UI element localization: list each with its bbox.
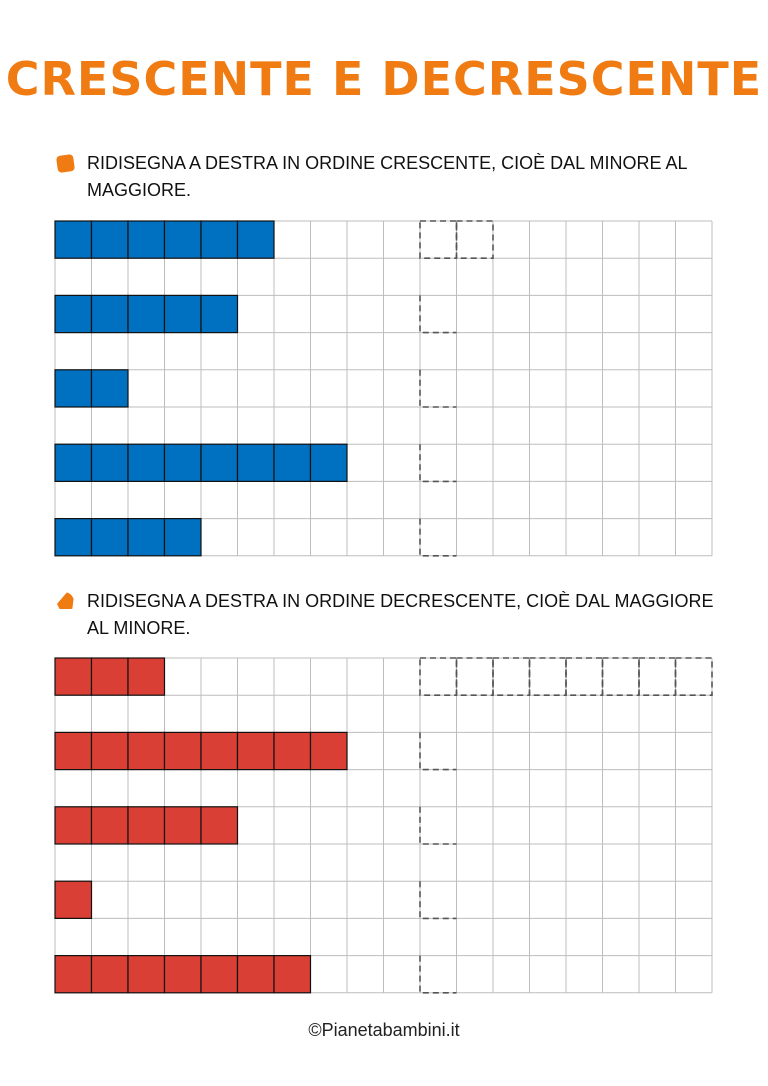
bar-cell	[236, 955, 275, 994]
bar-cell	[54, 657, 93, 696]
dashed-answer-marker	[419, 295, 457, 334]
dashed-answer-cell	[638, 657, 677, 697]
bar-cell	[54, 518, 93, 557]
dashed-answer-marker	[419, 955, 457, 994]
bar-cell	[54, 220, 93, 259]
bar-cell	[127, 220, 166, 259]
bar-cell	[54, 955, 93, 994]
bar-cell	[163, 443, 202, 482]
bar-cell	[163, 955, 202, 994]
bar-cell	[309, 731, 348, 771]
dashed-answer-cell	[601, 657, 640, 697]
dashed-answer-marker	[419, 444, 457, 483]
bar-cell	[200, 294, 239, 334]
bar-cell	[273, 443, 312, 482]
instruction-descending: RIDISEGNA A DESTRA IN ORDINE DECRESCENTE…	[87, 591, 714, 638]
bar-cell	[273, 955, 312, 994]
dashed-answer-cell	[419, 657, 458, 697]
dashed-answer-marker	[419, 732, 457, 771]
bar-cell	[127, 731, 166, 771]
bar-cell	[163, 518, 202, 557]
bar-cell	[54, 369, 93, 408]
bar-cell	[273, 731, 312, 771]
bar-cell	[127, 955, 166, 994]
bar-cell	[163, 806, 202, 845]
dashed-answer-marker	[419, 369, 457, 408]
dashed-answer-cell	[455, 220, 494, 260]
bar-cell	[90, 369, 129, 408]
dashed-answer-marker	[419, 806, 457, 845]
bar-cell	[90, 294, 129, 334]
footer-copyright: ©Pianetabambini.it	[308, 1020, 460, 1040]
bar-cell	[127, 443, 166, 482]
dashed-answer-cell	[565, 657, 604, 697]
dashed-answer-marker	[419, 881, 457, 920]
bar-cell	[200, 220, 239, 259]
bar-cell	[90, 443, 129, 482]
bar-cell	[90, 955, 129, 994]
bar-cell	[236, 220, 275, 259]
dashed-answer-marker	[419, 518, 457, 557]
bar-cell	[236, 443, 275, 482]
bar-cell	[163, 731, 202, 771]
bar-cell	[54, 880, 93, 919]
bar-cell	[54, 806, 93, 845]
instruction-ascending: RIDISEGNA A DESTRA IN ORDINE CRESCENTE, …	[87, 153, 687, 200]
bullet-icon	[55, 153, 76, 174]
bar-cell	[54, 731, 93, 771]
bar-cell	[200, 806, 239, 845]
dashed-answer-cell	[674, 657, 713, 697]
bar-cell	[90, 731, 129, 771]
bar-cell	[309, 443, 348, 482]
bar-cell	[200, 731, 239, 771]
bar-cell	[54, 294, 93, 334]
bar-cell	[127, 806, 166, 845]
bar-cell	[236, 731, 275, 771]
bar-cell	[163, 294, 202, 334]
bar-cell	[90, 518, 129, 557]
bar-cell	[127, 294, 166, 334]
dashed-answer-cell	[419, 220, 458, 260]
bar-cell	[200, 443, 239, 482]
bar-cell	[127, 518, 166, 557]
bar-cell	[90, 220, 129, 259]
bar-cell	[200, 955, 239, 994]
dashed-answer-cell	[492, 657, 531, 697]
bar-cell	[90, 806, 129, 845]
bar-cell	[54, 443, 93, 482]
bullet-icon	[57, 592, 74, 609]
dashed-answer-cell	[528, 657, 567, 697]
grid-ascending	[54, 220, 713, 557]
bar-cell	[163, 220, 202, 259]
page-title: CRESCENTE E DECRESCENTE	[5, 52, 763, 106]
dashed-answer-cell	[455, 657, 494, 697]
grid-descending	[54, 657, 713, 994]
bar-cell	[127, 657, 166, 696]
bar-cell	[90, 657, 129, 696]
